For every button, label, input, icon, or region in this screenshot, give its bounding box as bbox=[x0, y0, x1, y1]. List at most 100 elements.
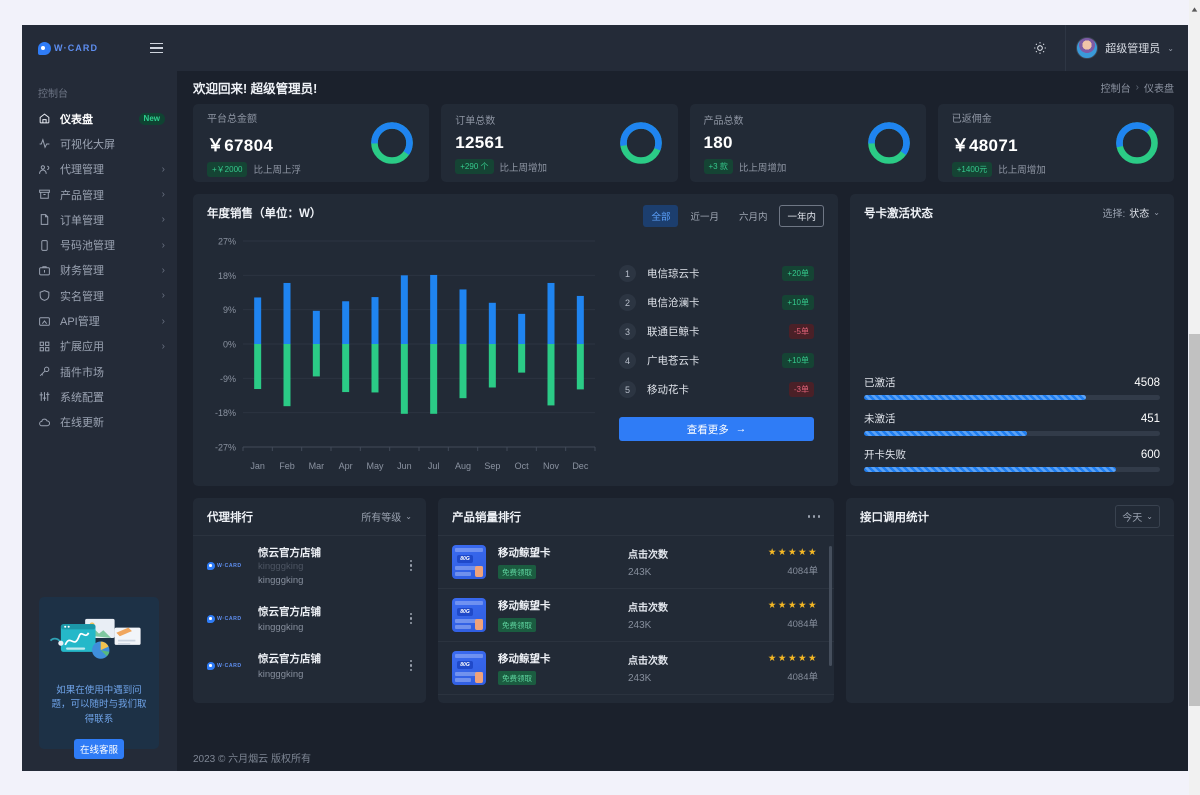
phone-icon bbox=[38, 239, 51, 252]
rank-number: 2 bbox=[619, 294, 636, 311]
divider bbox=[846, 535, 1174, 536]
filter-all[interactable]: 全部 bbox=[643, 205, 679, 227]
svg-text:27%: 27% bbox=[218, 237, 236, 247]
sidebar-item-system-config[interactable]: 系统配置 bbox=[22, 384, 177, 409]
breadcrumb-item-root[interactable]: 控制台 bbox=[1100, 84, 1131, 95]
donut-chart bbox=[1116, 122, 1158, 164]
view-more-button[interactable]: 查看更多 → bbox=[619, 417, 814, 441]
filter-six-months[interactable]: 六月内 bbox=[731, 205, 776, 227]
brand-logo[interactable]: W·CARD bbox=[38, 41, 98, 55]
status-badge: -3单 bbox=[788, 382, 814, 397]
topbar-divider bbox=[1065, 25, 1067, 71]
bar-value: 600 bbox=[1140, 449, 1160, 461]
list-item[interactable]: 80G 移动鲸望卡 免费领取 点击次数 243K bbox=[438, 536, 834, 588]
sidebar-header: W·CARD bbox=[22, 25, 177, 71]
product-list[interactable]: 80G 移动鲸望卡 免费领取 点击次数 243K bbox=[438, 536, 834, 704]
select-label: 选择: bbox=[1102, 209, 1126, 220]
progress-fill bbox=[864, 395, 1086, 400]
rank-name: 广电苍云卡 bbox=[647, 355, 700, 367]
ellipsis-icon[interactable] bbox=[807, 515, 820, 518]
stat-card-total-amount: 平台总金额 ￥67804 +￥2000 比上周上浮 bbox=[193, 104, 430, 182]
status-badge: -5单 bbox=[788, 324, 814, 339]
list-item[interactable]: 5 移动花卡 -3单 bbox=[619, 375, 814, 404]
chevron-right-icon: › bbox=[161, 264, 165, 276]
select-value: 今天 bbox=[1122, 513, 1143, 524]
rank-number: 1 bbox=[619, 265, 636, 282]
theme-toggle-sun-icon[interactable] bbox=[1025, 33, 1055, 63]
sidebar-item-extensions[interactable]: 扩展应用 › bbox=[22, 334, 177, 359]
list-item[interactable]: W·CARD 惊云官方店铺 kingggking bbox=[193, 642, 426, 689]
shield-icon bbox=[38, 289, 51, 302]
filter-one-year[interactable]: 一年内 bbox=[779, 205, 824, 227]
stat-title: 平台总金额 bbox=[207, 113, 257, 125]
sidebar-item-product-mgmt[interactable]: 产品管理 › bbox=[22, 182, 177, 207]
scroll-up-arrow-icon[interactable] bbox=[1191, 6, 1198, 13]
stat-cards: 平台总金额 ￥67804 +￥2000 比上周上浮 bbox=[193, 104, 1174, 182]
agent-logo-icon: W·CARD bbox=[207, 614, 249, 623]
users-icon bbox=[38, 163, 51, 176]
status-select[interactable]: 选择: 状态 ⌄ bbox=[1103, 205, 1160, 220]
sidebar-item-label: 订单管理 bbox=[60, 214, 104, 227]
list-item[interactable]: 3 联通巨鲸卡 -5单 bbox=[619, 317, 814, 346]
row-menu-icon[interactable] bbox=[408, 611, 415, 627]
sidebar-item-number-pool[interactable]: 号码池管理 › bbox=[22, 232, 177, 257]
row-menu-icon[interactable] bbox=[408, 558, 415, 574]
filter-last-month[interactable]: 近一月 bbox=[682, 205, 727, 227]
sidebar-item-plugin-market[interactable]: 插件市场 bbox=[22, 359, 177, 384]
list-item[interactable]: 1 电信琼云卡 +20单 bbox=[619, 259, 814, 288]
briefcase-icon bbox=[38, 264, 51, 277]
list-item[interactable]: W·CARD 惊云官方店铺 kingggking bbox=[193, 595, 426, 642]
donut-chart bbox=[619, 122, 662, 164]
product-list-scrollbar[interactable] bbox=[829, 546, 832, 666]
annual-sales-panel: 年度销售（单位：W） 全部 近一月 六月内 一年内 bbox=[193, 194, 838, 486]
sidebar-item-finance[interactable]: 财务管理 › bbox=[22, 258, 177, 283]
online-support-button[interactable]: 在线客服 bbox=[74, 738, 124, 759]
thumb-label: 80G bbox=[457, 608, 473, 616]
promo-illustration bbox=[49, 618, 141, 659]
list-item[interactable]: 4 广电苍云卡 +10单 bbox=[619, 346, 814, 375]
browser-scrollbar[interactable] bbox=[1189, 0, 1200, 795]
sidebar-item-online-update[interactable]: 在线更新 bbox=[22, 410, 177, 435]
home-icon bbox=[38, 112, 51, 125]
select-value: 状态 bbox=[1129, 209, 1150, 220]
list-item[interactable]: 80G 移动鲸望卡 免费领取 点击次数 243K bbox=[438, 589, 834, 641]
sidebar-item-visual-screen[interactable]: 可视化大屏 bbox=[22, 131, 177, 156]
sidebar-item-label: 实名管理 bbox=[60, 290, 104, 303]
panel-title: 号卡激活状态 bbox=[864, 207, 933, 220]
progress-fill bbox=[864, 467, 1116, 472]
chevron-right-icon: › bbox=[161, 189, 165, 201]
progress-track bbox=[864, 467, 1160, 472]
menu-toggle-icon[interactable] bbox=[150, 42, 163, 54]
sidebar-item-realname[interactable]: 实名管理 › bbox=[22, 283, 177, 308]
product-thumbnail: 80G bbox=[452, 598, 486, 632]
chevron-down-icon: ⌄ bbox=[405, 512, 412, 521]
sidebar-item-api[interactable]: API管理 › bbox=[22, 308, 177, 333]
agent-logo-icon: W·CARD bbox=[207, 561, 249, 570]
activity-icon bbox=[38, 137, 51, 150]
cloud-icon bbox=[38, 416, 51, 429]
agent-name: 惊云官方店铺 bbox=[258, 606, 321, 618]
sales-count: 4084单 bbox=[787, 619, 818, 630]
list-item[interactable]: 80G 移动鲸望卡 免费领取 点击次数 243K bbox=[438, 642, 834, 694]
sales-panel-header: 年度销售（单位：W） bbox=[193, 194, 838, 231]
scrollbar-thumb[interactable] bbox=[1189, 334, 1200, 706]
list-item[interactable]: 2 电信沧澜卡 +10单 bbox=[619, 288, 814, 317]
chevron-down-icon: ⌄ bbox=[1153, 208, 1160, 217]
user-menu[interactable]: 超级管理员 ⌄ bbox=[1076, 37, 1174, 59]
rank-name: 移动花卡 bbox=[647, 384, 689, 396]
svg-text:Oct: Oct bbox=[515, 461, 530, 471]
activation-bars: 已激活 4508 未激活 451 bbox=[864, 375, 1160, 472]
level-select[interactable]: 所有等级 ⌄ bbox=[361, 509, 412, 524]
footer: 2023 © 六月烟云 版权所有 bbox=[177, 743, 1188, 771]
api-stats-panel: 接口调用统计 今天 ⌄ bbox=[846, 498, 1174, 703]
sidebar-item-dashboard[interactable]: 仪表盘 New bbox=[22, 106, 177, 131]
list-item[interactable]: W·CARD 惊云官方店铺 kingggking kingggking bbox=[193, 536, 426, 595]
row-menu-icon[interactable] bbox=[408, 658, 415, 674]
sidebar-item-agent-mgmt[interactable]: 代理管理 › bbox=[22, 157, 177, 182]
svg-text:Apr: Apr bbox=[339, 461, 353, 471]
api-period-select[interactable]: 今天 ⌄ bbox=[1115, 505, 1160, 528]
stat-note: 比上周上浮 bbox=[253, 165, 301, 176]
sidebar-item-order-mgmt[interactable]: 订单管理 › bbox=[22, 207, 177, 232]
select-value: 所有等级 bbox=[361, 513, 402, 524]
metric-label: 点击次数 bbox=[628, 603, 668, 614]
